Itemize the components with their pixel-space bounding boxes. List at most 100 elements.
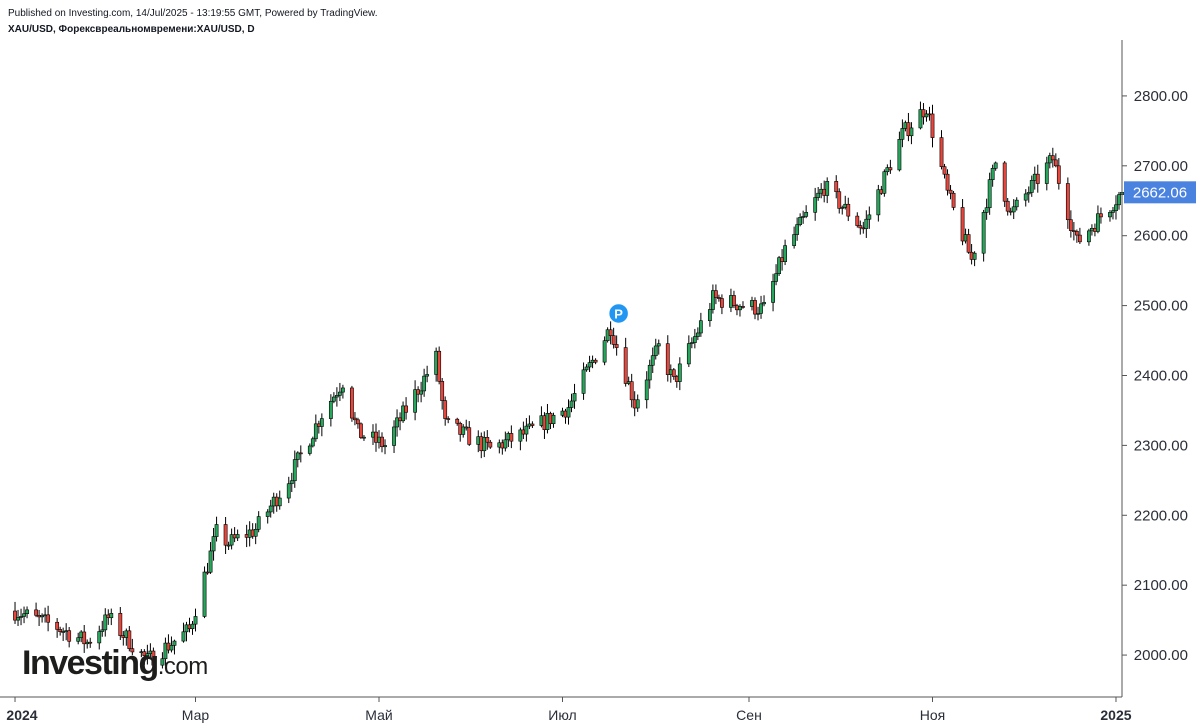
candle-down: [13, 610, 17, 621]
candle-up: [804, 212, 809, 217]
logo-main: Investing: [22, 644, 159, 682]
candle-up: [328, 400, 333, 419]
candle-up: [1026, 192, 1031, 195]
candle-up: [103, 614, 108, 631]
candle-up: [100, 629, 105, 632]
candle-down: [1065, 183, 1070, 221]
candle-up: [214, 524, 219, 537]
candle-up: [1044, 162, 1049, 184]
candle-down: [88, 641, 93, 644]
candle-up: [801, 216, 806, 218]
candle-up: [226, 544, 231, 547]
candle-up: [181, 631, 186, 642]
candle-up: [984, 207, 989, 213]
investing-logo: Investing.com: [22, 644, 208, 683]
candle-down: [1074, 231, 1079, 236]
candle-down: [118, 613, 123, 636]
candle-up: [524, 425, 529, 435]
candle-down: [855, 215, 860, 226]
candle-down: [443, 400, 448, 419]
candle-down: [467, 427, 472, 445]
candle-up: [635, 399, 640, 409]
candle-up: [876, 189, 881, 216]
candle-up: [16, 617, 20, 621]
candle-down: [46, 614, 51, 623]
candle-up: [193, 616, 198, 625]
candle-up: [202, 571, 207, 617]
candle-down: [350, 387, 354, 419]
candle-up: [503, 439, 508, 449]
candle-up: [569, 400, 574, 408]
candle-up: [425, 374, 430, 377]
candle-up: [482, 437, 487, 452]
candle-up: [1114, 204, 1118, 212]
x-tick-label: Сен: [736, 707, 762, 723]
candle-up: [572, 393, 577, 402]
candle-up: [1087, 230, 1091, 243]
candle-down: [741, 306, 745, 308]
candle-up: [644, 379, 649, 401]
candle-up: [310, 438, 315, 447]
candle-up: [602, 340, 607, 363]
candle-up: [1117, 194, 1121, 206]
candle-up: [650, 355, 655, 366]
candle-up: [816, 192, 821, 198]
logo-suffix: .com: [157, 653, 209, 680]
candle-down: [966, 234, 971, 253]
candle-down: [714, 290, 718, 298]
candle-down: [846, 203, 851, 217]
event-marker[interactable]: [607, 302, 630, 325]
candle-down: [1053, 159, 1058, 167]
candle-up: [422, 375, 427, 392]
candle-down: [671, 369, 676, 377]
candle-up: [993, 162, 998, 169]
candle-up: [413, 389, 417, 413]
candle-up: [401, 405, 405, 422]
candle-down: [858, 225, 863, 229]
candle-up: [813, 197, 818, 213]
candle-up: [695, 332, 700, 337]
candle-down: [151, 650, 156, 666]
candle-down: [732, 295, 736, 306]
candle-down: [629, 381, 634, 401]
candle-up: [990, 168, 995, 180]
candle-up: [647, 364, 652, 381]
candle-up: [777, 257, 781, 274]
candle-up: [972, 252, 977, 260]
candle-down: [593, 359, 598, 363]
candle-down: [223, 524, 228, 546]
candle-up: [1014, 199, 1019, 208]
candle-down: [130, 648, 135, 653]
candle-down: [455, 418, 460, 424]
candle-up: [1108, 212, 1112, 218]
candle-down: [530, 423, 535, 426]
x-tick-label: Май: [365, 707, 392, 723]
candle-up: [792, 234, 797, 246]
event-marker-label: P: [614, 306, 623, 321]
y-tick-label: 2300.00: [1134, 437, 1188, 454]
candle-up: [656, 343, 661, 347]
candle-down: [1035, 173, 1040, 184]
candle-down: [488, 441, 493, 448]
candle-up: [313, 423, 318, 440]
candle-up: [584, 366, 589, 371]
y-tick-label: 2400.00: [1134, 367, 1188, 384]
candle-up: [909, 127, 914, 137]
candle-down: [951, 192, 956, 208]
symbol-line: XAU/USD, Форексвреальномвремени:XAU/USD,…: [8, 24, 255, 35]
x-tick-label: Ноя: [920, 707, 945, 723]
y-tick-label: 2100.00: [1134, 577, 1188, 594]
y-tick-label: 2000.00: [1134, 647, 1188, 664]
candle-down: [58, 629, 63, 632]
candle-down: [404, 405, 408, 413]
candle-up: [163, 642, 168, 660]
candle-up: [795, 224, 800, 235]
candle-up: [756, 313, 760, 315]
candle-up: [362, 436, 366, 439]
candle-down: [623, 347, 628, 384]
last-price-label: 2662.06: [1133, 184, 1187, 201]
candle-up: [235, 534, 240, 539]
candle-up: [76, 637, 81, 642]
candle-up: [295, 452, 300, 460]
candle-down: [380, 436, 384, 448]
